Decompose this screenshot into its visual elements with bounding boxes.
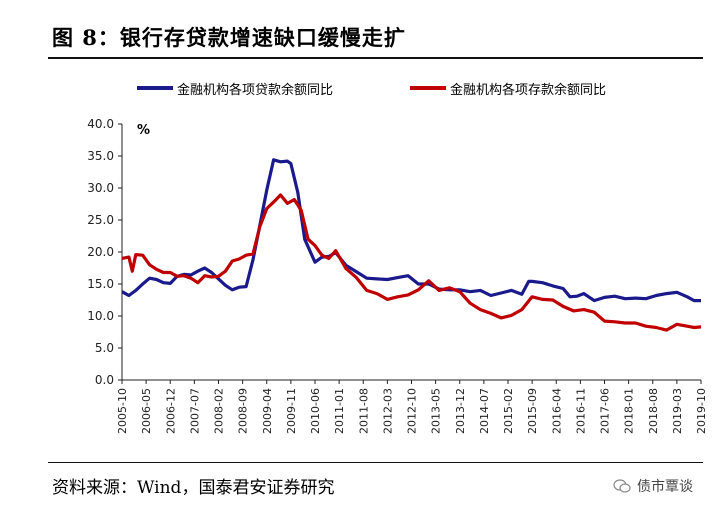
x-tick-label: 2016-11 [574, 388, 587, 434]
y-tick-label: 30.0 [87, 181, 114, 195]
legend-label-deposits: 金融机构各项存款余额同比 [450, 82, 607, 98]
x-tick-label: 2008-09 [237, 388, 250, 434]
y-tick-label: 40.0 [87, 117, 114, 131]
legend-label-loans: 金融机构各项贷款余额同比 [177, 82, 334, 98]
legend-item-loans: 金融机构各项贷款余额同比 [137, 78, 333, 98]
legend-item-deposits: 金融机构各项存款余额同比 [410, 78, 606, 98]
watermark-text: 债市覃谈 [637, 479, 693, 495]
x-tick-label: 2017-06 [599, 388, 612, 434]
source-rule [48, 462, 703, 463]
figure-title: 图 8：银行存贷款增速缺口缓慢走扩 [52, 25, 406, 50]
x-tick-label: 2006-12 [164, 388, 177, 434]
watermark: 债市覃谈 [613, 476, 693, 496]
y-axis-unit: % [137, 123, 150, 138]
x-tick-label: 2005-10 [116, 388, 129, 434]
source-note: 资料来源：Wind，国泰君安证券研究 [52, 478, 335, 498]
x-tick-label: 2011-01 [333, 388, 346, 434]
x-tick-label: 2015-09 [526, 388, 539, 434]
y-tick-label: 25.0 [87, 213, 114, 227]
x-tick-label: 2006-05 [140, 388, 153, 434]
x-tick-label: 2008-02 [213, 388, 226, 434]
series-line-loans [121, 158, 701, 303]
chart-axes: 0.0 5.0 10.0 15.0 20.0 25.0 30.0 35.0 40.0 % 2005-… [87, 117, 708, 434]
x-tick-label: 2007-07 [188, 388, 201, 434]
chart-series [121, 158, 702, 332]
x-tick-label: 2009-11 [285, 388, 298, 434]
x-tick-label: 2013-12 [454, 388, 467, 434]
x-tick-label: 2019-03 [671, 388, 684, 434]
x-tick-label: 2015-02 [502, 388, 515, 434]
x-tick-label: 2016-04 [550, 388, 563, 434]
x-tick-label: 2010-06 [309, 388, 322, 434]
legend-swatch-deposits [410, 86, 446, 90]
x-tick-label: 2012-03 [381, 388, 394, 434]
x-tick-label: 2011-08 [357, 388, 370, 434]
wechat-icon [613, 479, 631, 493]
y-tick-label: 0.0 [95, 373, 114, 387]
y-tick-label: 15.0 [87, 277, 114, 291]
y-tick-label: 10.0 [87, 309, 114, 323]
x-tick-label: 2018-08 [647, 388, 660, 434]
x-tick-label: 2013-05 [430, 388, 443, 434]
x-tick-label: 2009-04 [261, 388, 274, 434]
y-tick-label: 5.0 [95, 341, 114, 355]
title-rule [48, 57, 703, 59]
x-tick-label: 2012-10 [406, 388, 419, 434]
legend-swatch-loans [137, 86, 173, 90]
chart-legend: 金融机构各项贷款余额同比 金融机构各项存款余额同比 [0, 78, 715, 100]
x-tick-label: 2019-10 [695, 388, 708, 434]
y-tick-label: 20.0 [87, 245, 114, 259]
y-tick-label: 35.0 [87, 149, 114, 163]
x-tick-label: 2014-07 [478, 388, 491, 434]
x-tick-label: 2018-01 [623, 388, 636, 434]
series-line-deposits [121, 193, 702, 332]
